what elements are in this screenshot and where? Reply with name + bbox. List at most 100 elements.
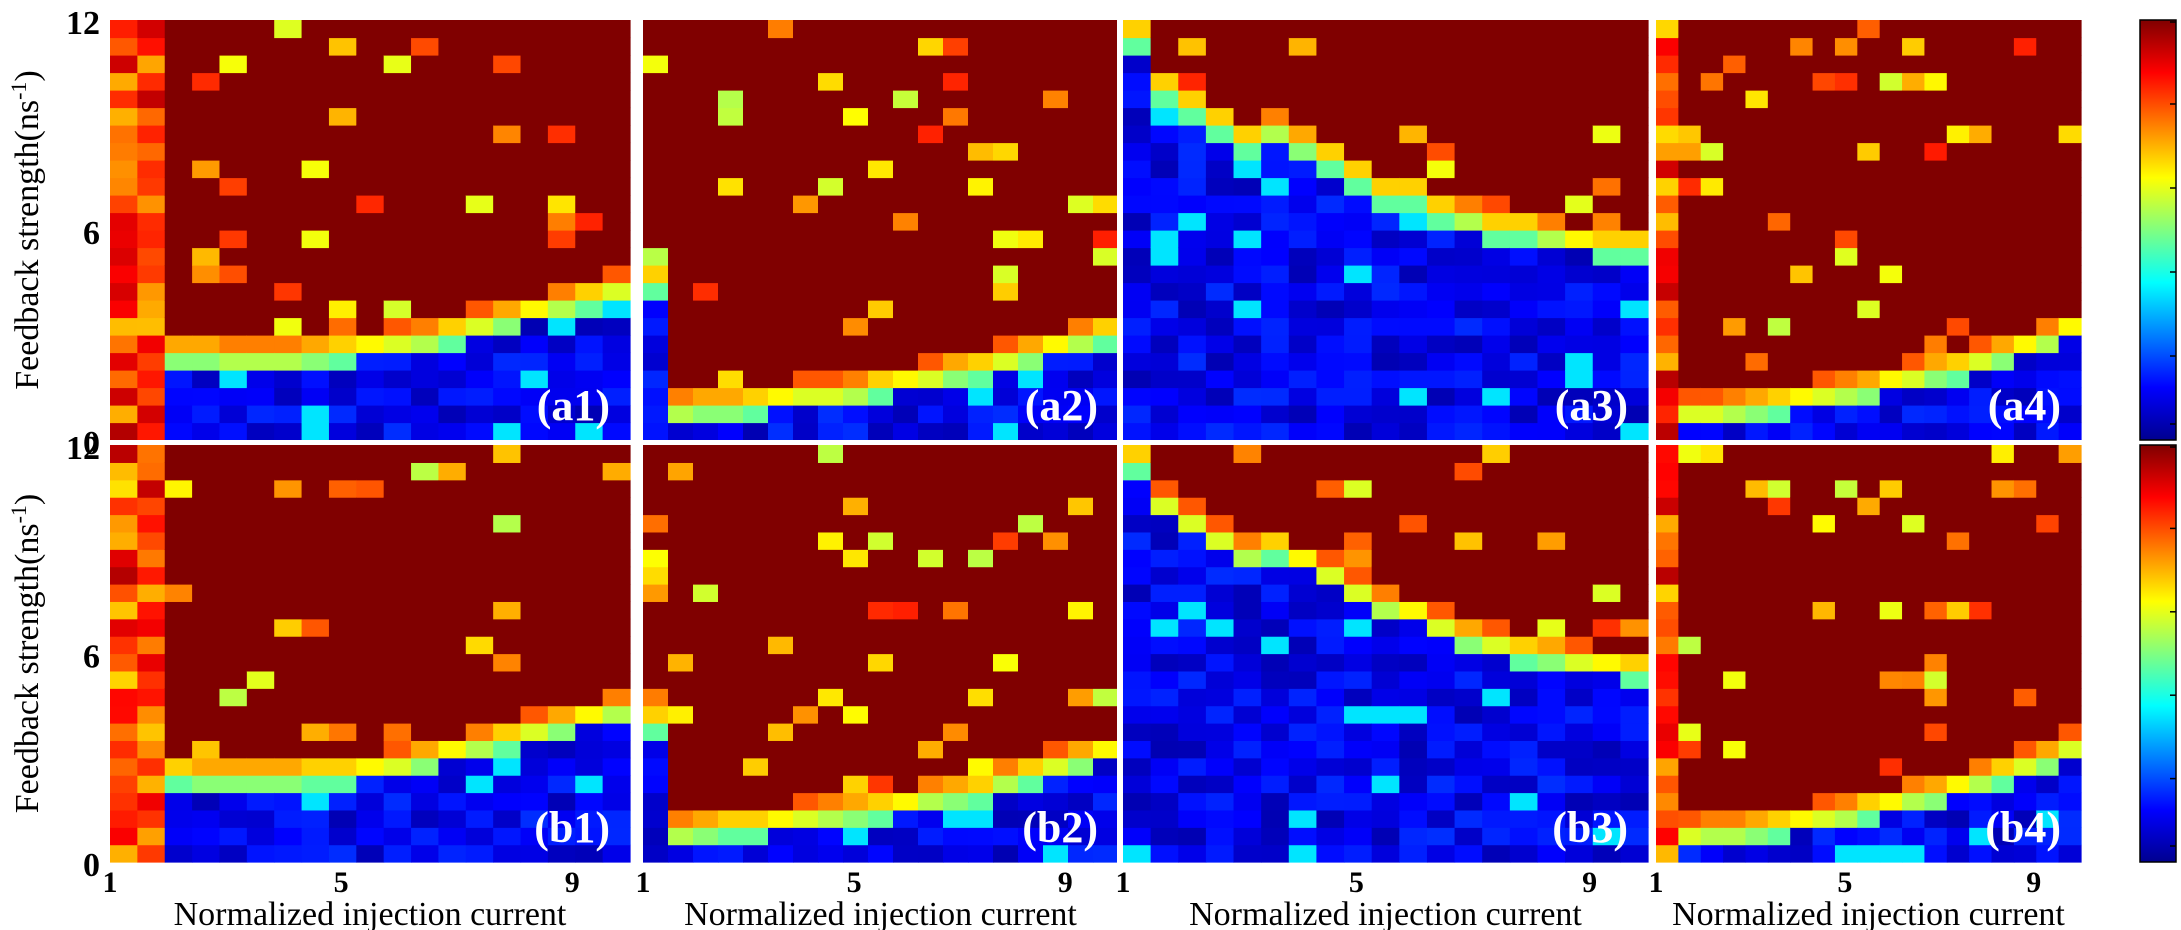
heatmap-cell [2013, 792, 2037, 811]
heatmap-cell [1946, 705, 1970, 724]
heatmap-cell [1399, 462, 1428, 481]
heatmap-cell [520, 757, 549, 776]
heatmap-cell [164, 37, 193, 56]
heatmap-cell [1723, 265, 1747, 284]
heatmap-cell [1043, 757, 1069, 776]
heatmap-cell [1790, 317, 1814, 336]
heatmap-cell [1018, 160, 1044, 179]
heatmap-cell [818, 705, 844, 724]
heatmap-cell [1043, 422, 1069, 441]
heatmap-cell [1834, 72, 1858, 91]
heatmap-cell [1043, 230, 1069, 249]
heatmap-cell [137, 688, 166, 707]
heatmap-cell [668, 809, 694, 828]
heatmap-cell [693, 405, 719, 424]
heatmap-cell [1565, 247, 1594, 266]
heatmap-cell [718, 792, 744, 811]
heatmap-cell [1656, 90, 1679, 109]
heatmap-cell [383, 705, 412, 724]
heatmap-cell [411, 300, 440, 319]
heatmap-cell [1018, 445, 1044, 463]
heatmap-cell [465, 723, 494, 741]
heatmap-cell [301, 792, 330, 811]
heatmap-cell [868, 247, 894, 266]
heatmap-cell [411, 247, 440, 266]
heatmap-cell [1482, 282, 1511, 301]
heatmap-cell [1879, 142, 1903, 161]
heatmap-cell [1068, 618, 1094, 637]
heatmap-cell [1565, 300, 1594, 319]
heatmap-cell [246, 844, 275, 863]
heatmap-cell [493, 844, 522, 863]
heatmap-cell [1068, 844, 1094, 863]
heatmap-cell [1288, 37, 1318, 56]
heatmap-cell [274, 265, 303, 284]
heatmap-cell [693, 160, 719, 179]
heatmap-cell [793, 584, 819, 602]
heatmap-cell [1946, 653, 1970, 672]
heatmap-cell [1902, 230, 1926, 249]
heatmap-cell [1834, 352, 1858, 371]
heatmap-cell [301, 142, 330, 161]
heatmap-cell [968, 497, 994, 516]
heatmap-cell [1043, 265, 1069, 284]
heatmap-cell [1991, 405, 2015, 424]
heatmap-cell [1123, 792, 1152, 811]
heatmap-cell [1790, 549, 1814, 568]
heatmap-cell [1745, 422, 1769, 441]
heatmap-cell [993, 405, 1019, 424]
heatmap-cell [465, 670, 494, 689]
heatmap-cell [893, 618, 919, 637]
heatmap-cell [438, 300, 467, 319]
heatmap-cell [110, 792, 138, 811]
heatmap-cell [438, 370, 467, 389]
heatmap-cell [1018, 387, 1044, 406]
heatmap-cell [1620, 705, 1649, 724]
heatmap-cell [1723, 37, 1747, 56]
heatmap-cell [1592, 566, 1621, 585]
heatmap-cell [493, 740, 522, 759]
heatmap-cell [547, 775, 576, 794]
heatmap-cell [602, 230, 631, 249]
heatmap-cell [1509, 775, 1539, 794]
heatmap-cell [843, 653, 869, 672]
heatmap-cell [520, 775, 549, 794]
heatmap-cell [1509, 445, 1539, 463]
heatmap-cell [1371, 352, 1400, 371]
heatmap-cell [1093, 792, 1119, 811]
heatmap-cell [718, 282, 744, 301]
heatmap-cell [1454, 72, 1483, 91]
heatmap-cell [1857, 636, 1881, 655]
heatmap-cell [1991, 775, 2015, 794]
heatmap-cell [274, 422, 303, 441]
heatmap-cell [643, 282, 669, 301]
heatmap-cell [1093, 247, 1119, 266]
heatmap-cell [1482, 230, 1511, 249]
heatmap-cell [1150, 601, 1179, 620]
heatmap-cell [438, 705, 467, 724]
heatmap-cell [1924, 265, 1948, 284]
heatmap-cell [668, 531, 694, 550]
heatmap-cell [356, 265, 385, 284]
heatmap-cell [1178, 370, 1207, 389]
heatmap-cell [465, 445, 494, 463]
heatmap-cell [301, 723, 330, 741]
heatmap-cell [1509, 462, 1539, 481]
x-tick-label: 5 [334, 866, 349, 899]
heatmap-cell [1656, 387, 1679, 406]
heatmap-cell [993, 705, 1019, 724]
heatmap-cell [192, 230, 221, 249]
heatmap-cell [1790, 723, 1814, 741]
heatmap-cell [328, 462, 357, 481]
heatmap-cell [1767, 352, 1791, 371]
heatmap-cell [1261, 20, 1290, 39]
heatmap-cell [164, 90, 193, 109]
heatmap-cell [1656, 107, 1679, 126]
heatmap-cell [668, 462, 694, 481]
heatmap-cell [1482, 405, 1511, 424]
heatmap-cell [1482, 601, 1511, 620]
heatmap-cell [1678, 844, 1702, 863]
heatmap-cell [274, 757, 303, 776]
heatmap-cell [1509, 723, 1539, 741]
heatmap-cell [1790, 37, 1814, 56]
